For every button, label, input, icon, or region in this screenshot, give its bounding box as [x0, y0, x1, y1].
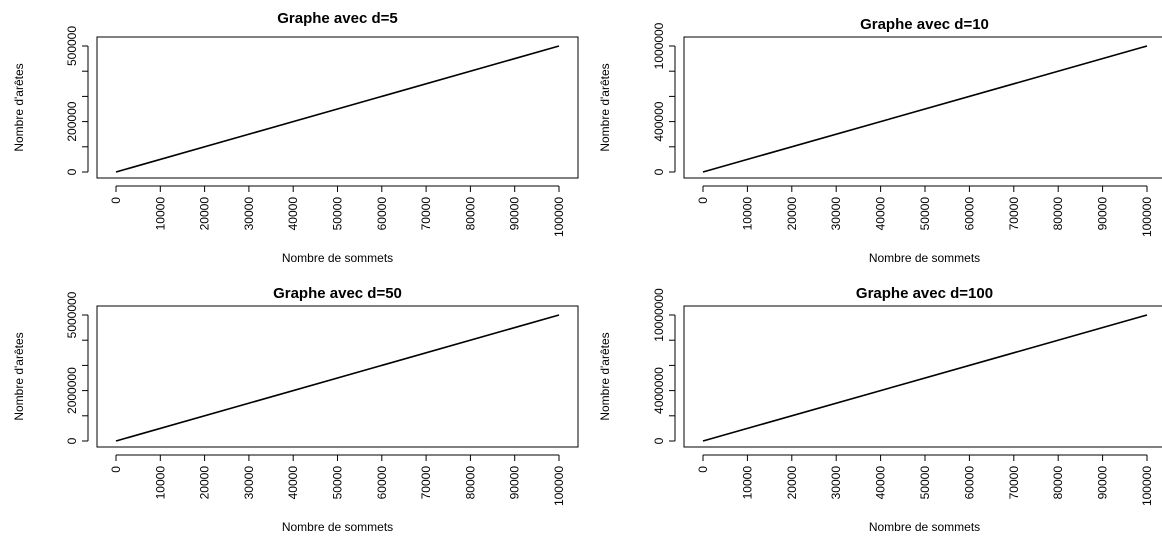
- x-tick-label: 100000: [1140, 466, 1154, 506]
- x-tick-label: 20000: [198, 197, 212, 231]
- plot-frame: [96, 305, 579, 448]
- y-axis-label: Nombre d'arêtes: [598, 63, 612, 151]
- y-axis-label: Nombre d'arêtes: [598, 332, 612, 420]
- x-tick-label: 70000: [419, 197, 433, 231]
- x-tick-label: 20000: [198, 466, 212, 500]
- series-line: [702, 45, 1148, 173]
- x-tick-label: 80000: [463, 466, 477, 500]
- plot-frame: [683, 305, 1162, 448]
- x-tick-label: 60000: [375, 197, 389, 231]
- y-tick-label: 0: [652, 168, 666, 175]
- y-tick-label: 0: [65, 168, 79, 175]
- x-axis-label: Nombre de sommets: [282, 251, 393, 265]
- x-tick-label: 90000: [1096, 197, 1110, 231]
- x-tick-label: 90000: [508, 466, 522, 500]
- x-tick-label: 0: [109, 466, 123, 473]
- x-tick-label: 80000: [463, 197, 477, 231]
- x-tick-label: 90000: [508, 197, 522, 231]
- panel-1: Graphe avec d=5 0 10000 20000 30000 40000 5000…: [12, 10, 579, 265]
- x-tick-label: 0: [109, 197, 123, 204]
- y-axis-label: Nombre d'arêtes: [12, 63, 26, 151]
- series-line: [115, 314, 560, 442]
- x-tick-label: 10000: [153, 466, 167, 500]
- y-tick-label: 500000: [65, 26, 79, 66]
- x-tick-label: 10000: [153, 197, 167, 231]
- x-tick-label: 40000: [874, 197, 888, 231]
- y-tick-label: 1000000: [652, 22, 666, 69]
- x-tick-label: 50000: [331, 466, 345, 500]
- plot-frame: [96, 36, 579, 179]
- x-tick-label: 40000: [286, 466, 300, 500]
- y-tick-label: 200000: [65, 101, 79, 141]
- y-tick-label: 4000000: [652, 367, 666, 414]
- x-tick-label: 10000: [740, 466, 754, 500]
- x-tick-label: 100000: [552, 466, 566, 506]
- chart-title: Graphe avec d=50: [273, 285, 402, 302]
- x-tick-label: 90000: [1096, 466, 1110, 500]
- x-tick-label: 70000: [419, 466, 433, 500]
- x-tick-label: 30000: [242, 197, 256, 231]
- chart-title: Graphe avec d=5: [277, 10, 397, 27]
- x-tick-label: 30000: [829, 197, 843, 231]
- x-tick-label: 20000: [785, 197, 799, 231]
- x-axis-label: Nombre de sommets: [869, 520, 980, 534]
- x-tick-label: 70000: [1007, 197, 1021, 231]
- panel-2: Graphe avec d=10 0 10000 20000 30000 40000 500…: [598, 16, 1162, 265]
- x-tick-label: 50000: [331, 197, 345, 231]
- y-tick-label: 0: [652, 437, 666, 444]
- x-tick-label: 50000: [918, 197, 932, 231]
- x-tick-label: 0: [696, 197, 710, 204]
- y-tick-label: 2000000: [65, 367, 79, 414]
- x-axis-label: Nombre de sommets: [869, 251, 980, 265]
- panel-4: Graphe avec d=100 0 10000 20000 30000 40000 50…: [598, 285, 1162, 534]
- x-tick-label: 40000: [874, 466, 888, 500]
- x-tick-label: 30000: [242, 466, 256, 500]
- chart-title: Graphe avec d=100: [856, 285, 993, 302]
- x-tick-label: 100000: [1140, 197, 1154, 237]
- plot-frame: [683, 36, 1162, 179]
- series-line: [702, 314, 1148, 442]
- x-tick-label: 10000: [740, 197, 754, 231]
- y-axis-label: Nombre d'arêtes: [12, 332, 26, 420]
- panel-3: Graphe avec d=50 0 10000 20000 30000 40000 500…: [12, 285, 579, 534]
- x-tick-label: 20000: [785, 466, 799, 500]
- x-tick-label: 40000: [286, 197, 300, 231]
- x-tick-label: 50000: [918, 466, 932, 500]
- x-tick-label: 80000: [1051, 197, 1065, 231]
- y-tick-label: 400000: [652, 101, 666, 141]
- x-tick-label: 30000: [829, 466, 843, 500]
- y-tick-label: 10000000: [652, 288, 666, 342]
- x-tick-label: 0: [696, 466, 710, 473]
- series-line: [115, 45, 560, 173]
- y-tick-label: 5000000: [65, 291, 79, 338]
- chart-title: Graphe avec d=10: [860, 16, 989, 33]
- x-axis-label: Nombre de sommets: [282, 520, 393, 534]
- x-tick-label: 100000: [552, 197, 566, 237]
- x-tick-label: 60000: [375, 466, 389, 500]
- y-tick-label: 0: [65, 437, 79, 444]
- x-tick-label: 60000: [962, 466, 976, 500]
- x-tick-label: 60000: [962, 197, 976, 231]
- x-tick-label: 70000: [1007, 466, 1021, 500]
- x-tick-label: 80000: [1051, 466, 1065, 500]
